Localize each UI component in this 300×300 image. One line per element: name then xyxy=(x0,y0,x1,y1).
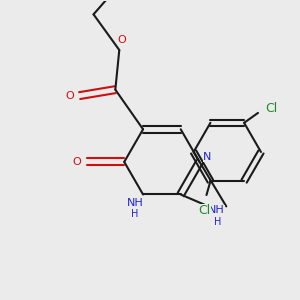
Text: N: N xyxy=(203,152,212,162)
Text: H: H xyxy=(131,209,139,219)
Text: NH: NH xyxy=(127,198,143,208)
Text: Cl: Cl xyxy=(266,102,278,116)
Text: O: O xyxy=(117,35,126,45)
Text: NH: NH xyxy=(208,205,225,215)
Text: O: O xyxy=(65,91,74,100)
Text: O: O xyxy=(72,157,81,167)
Text: H: H xyxy=(214,217,221,227)
Text: Cl: Cl xyxy=(198,204,211,218)
